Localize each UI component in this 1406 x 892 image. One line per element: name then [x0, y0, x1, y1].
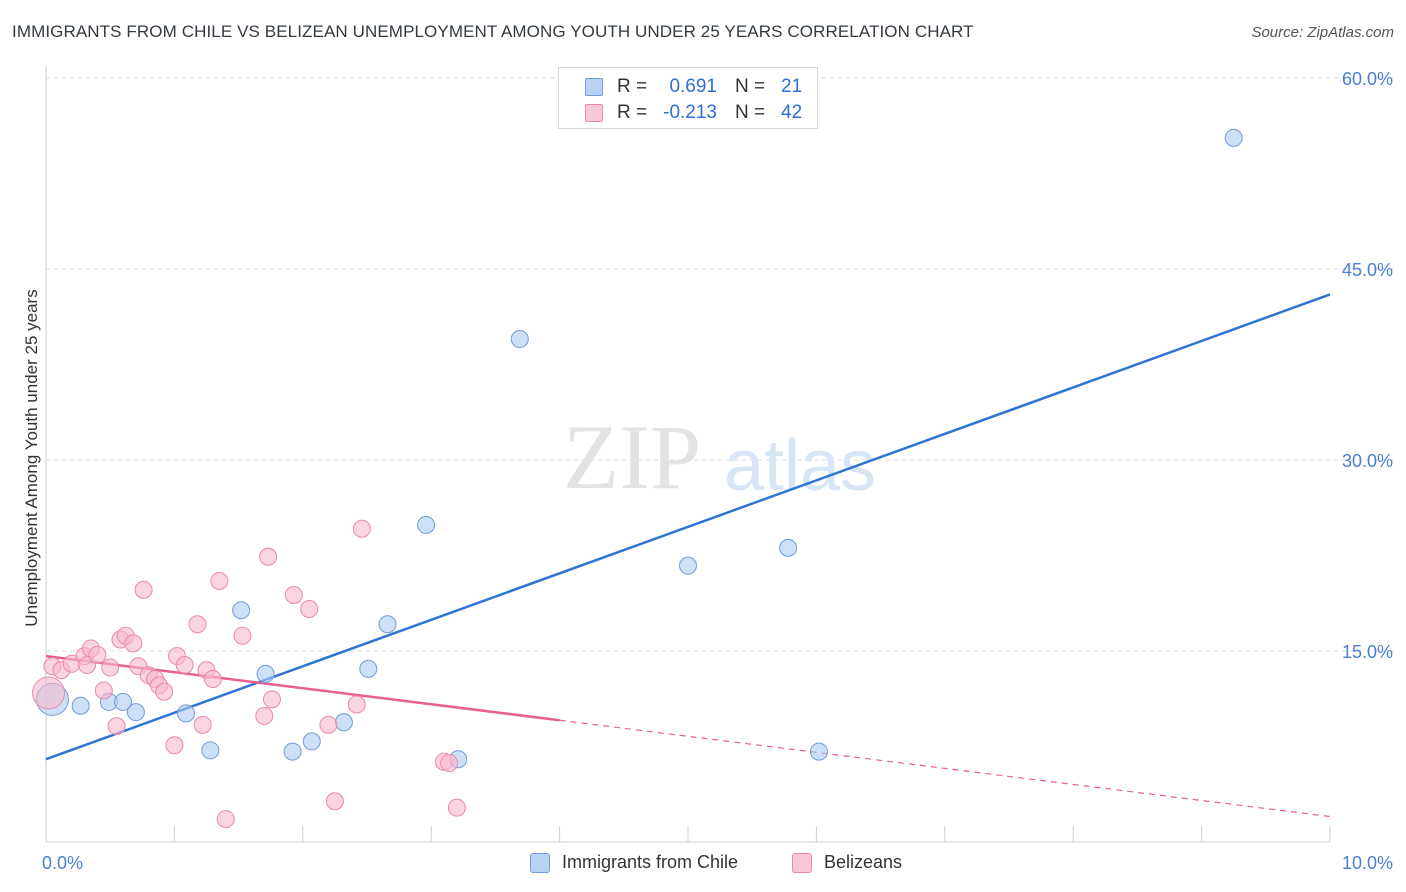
point-belizeans-22 [175, 656, 194, 675]
trend-line-0 [45, 293, 1331, 761]
trend-line-1-dashed [559, 719, 1331, 818]
point-belizeans-33 [284, 585, 303, 604]
point-belizeans-10 [107, 717, 126, 736]
point-chile-8 [256, 664, 275, 683]
point-belizeans-41 [447, 798, 466, 817]
point-chile-12 [359, 659, 378, 678]
point-belizeans-37 [347, 695, 366, 714]
bottom-legend-belizeans: Belizeans [792, 852, 902, 873]
y-tick-labels: 15.0% 30.0% 45.0% 60.0% [1342, 69, 1393, 662]
point-belizeans-35 [319, 715, 338, 734]
point-belizeans-28 [216, 810, 235, 829]
legend-swatch-chile [585, 78, 603, 96]
point-belizeans-15 [134, 580, 153, 599]
x-tick-label-1: 10.0% [1342, 853, 1393, 873]
point-chile-20 [1224, 128, 1243, 147]
legend-n-label: N = [735, 76, 766, 97]
point-belizeans-19 [155, 682, 174, 701]
point-belizeans-26 [203, 670, 222, 689]
y-tick-label-3: 60.0% [1342, 69, 1393, 89]
point-chile-1 [71, 696, 90, 715]
legend-n-value-belizeans: 42 [781, 102, 803, 123]
bottom-legend-swatch-chile [530, 852, 550, 873]
trend-lines [45, 293, 1331, 818]
legend-r-value-chile: 0.691 [669, 76, 717, 97]
legend-r-value-belizeans: -0.213 [663, 102, 717, 123]
legend: R = 0.691 N = 21 R = -0.213 N = 42 [558, 67, 818, 129]
data-points [32, 128, 1243, 829]
point-chile-4 [114, 692, 133, 711]
point-chile-7 [232, 601, 251, 620]
y-tick-label-2: 45.0% [1342, 260, 1393, 280]
bottom-legend-chile: Immigrants from Chile [530, 852, 738, 873]
chart-title: IMMIGRANTS FROM CHILE VS BELIZEAN UNEMPL… [12, 22, 974, 41]
legend-row-chile: R = 0.691 N = 21 [585, 75, 802, 99]
point-belizeans-36 [325, 792, 344, 811]
legend-n-value-chile: 21 [781, 76, 803, 97]
legend-swatch-belizeans [585, 104, 603, 122]
y-tick-label-1: 30.0% [1342, 451, 1393, 471]
legend-r-label: R = [617, 102, 648, 123]
point-chile-16 [510, 330, 529, 349]
point-belizeans-7 [88, 645, 107, 664]
source-label: Source: ZipAtlas.com [1251, 24, 1394, 41]
bottom-legend-swatch-belizeans [792, 852, 812, 873]
point-chile-9 [283, 742, 302, 761]
point-belizeans-40 [440, 754, 459, 773]
point-chile-17 [679, 556, 697, 575]
point-chile-18 [779, 538, 798, 557]
point-belizeans-8 [94, 681, 113, 700]
point-belizeans-38 [352, 519, 371, 538]
point-chile-5 [176, 704, 195, 723]
point-belizeans-23 [188, 615, 207, 634]
point-chile-3 [126, 703, 145, 722]
legend-r-label: R = [617, 76, 648, 97]
point-belizeans-32 [262, 690, 281, 709]
point-belizeans-27 [210, 571, 229, 590]
x-tick-labels: 0.0% 10.0% [42, 853, 1393, 873]
x-tick-label-0: 0.0% [42, 853, 83, 873]
point-chile-6 [201, 741, 220, 760]
point-chile-10 [302, 732, 321, 751]
point-belizeans-0 [32, 676, 66, 710]
point-chile-11 [334, 713, 353, 732]
legend-n-label: N = [735, 102, 766, 123]
point-chile-13 [378, 615, 397, 634]
point-belizeans-13 [124, 634, 143, 653]
grid-lines [46, 77, 1394, 652]
point-belizeans-34 [300, 599, 319, 618]
bottom-legend-label-chile: Immigrants from Chile [562, 852, 739, 872]
bottom-legend-label-belizeans: Belizeans [824, 852, 903, 872]
y-tick-label-0: 15.0% [1342, 642, 1393, 662]
point-chile-19 [809, 742, 828, 761]
point-belizeans-30 [255, 706, 274, 725]
point-chile-14 [417, 515, 436, 534]
y-axis-label: Unemployment Among Youth under 25 years [22, 289, 41, 627]
point-belizeans-9 [101, 658, 120, 677]
point-belizeans-29 [233, 626, 252, 645]
watermark-zip: ZIP [563, 406, 701, 508]
point-belizeans-24 [193, 715, 212, 734]
watermark-atlas: atlas [724, 426, 876, 506]
legend-row-belizeans: R = -0.213 N = 42 [585, 101, 802, 125]
point-belizeans-20 [165, 736, 184, 755]
point-belizeans-31 [259, 547, 278, 566]
